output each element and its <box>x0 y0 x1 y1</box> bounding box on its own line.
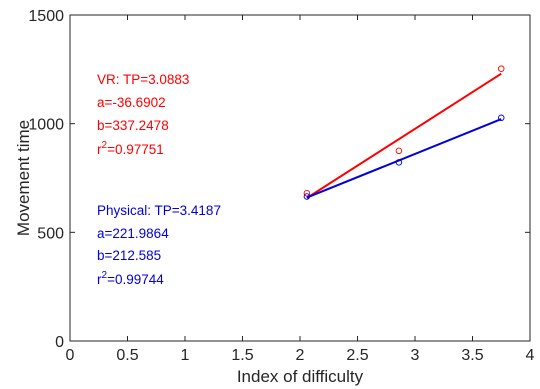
x-tick-label: 0.5 <box>116 347 138 364</box>
data-point-1 <box>303 193 311 200</box>
y-tick-label: 1000 <box>28 117 64 134</box>
x-axis-ticks: 0 0.5 1 1.5 2 2.5 3 3.5 4 <box>66 15 535 364</box>
fit-line-1 <box>306 118 502 199</box>
y-tick-label: 1500 <box>28 8 64 25</box>
data-point-1 <box>498 114 505 122</box>
physical-annotation: Physical: TP=3.4187 a=221.9864 b=212.585… <box>97 203 221 287</box>
physical-tp-label: Physical: TP=3.4187 <box>97 203 221 218</box>
vr-tp-label: VR: TP=3.0883 <box>97 72 189 87</box>
physical-a-label: a=221.9864 <box>97 226 169 241</box>
vr-b-label: b=337.2478 <box>97 118 169 133</box>
data-series <box>303 65 505 200</box>
x-tick-label: 3 <box>411 347 420 364</box>
x-tick-label: 0 <box>66 347 75 364</box>
vr-a-label: a=-36.6902 <box>97 95 166 110</box>
physical-r2-label: r2=0.99744 <box>97 270 164 287</box>
data-point-0 <box>303 189 311 197</box>
data-point-0 <box>498 65 505 72</box>
vr-r2-label: r2=0.97751 <box>97 140 164 157</box>
x-tick-label: 2.5 <box>346 347 368 364</box>
y-tick-label: 0 <box>55 334 64 351</box>
y-axis-label: Movement time <box>14 120 33 236</box>
data-point-0 <box>395 147 403 155</box>
vr-annotation: VR: TP=3.0883 a=-36.6902 b=337.2478 r2=0… <box>97 72 189 157</box>
fit-line-0 <box>306 72 502 199</box>
x-tick-label: 1.5 <box>231 347 253 364</box>
x-axis-label: Index of difficulty <box>237 367 364 386</box>
physical-b-label: b=212.585 <box>97 248 161 263</box>
plot-area <box>69 14 531 342</box>
data-point-1 <box>395 159 403 166</box>
x-tick-label: 3.5 <box>461 347 483 364</box>
x-tick-label: 4 <box>526 347 535 364</box>
x-tick-label: 2 <box>296 347 305 364</box>
x-tick-label: 1 <box>181 347 190 364</box>
y-tick-label: 500 <box>37 225 64 242</box>
y-axis-ticks: 0 500 1000 1500 <box>28 8 530 351</box>
